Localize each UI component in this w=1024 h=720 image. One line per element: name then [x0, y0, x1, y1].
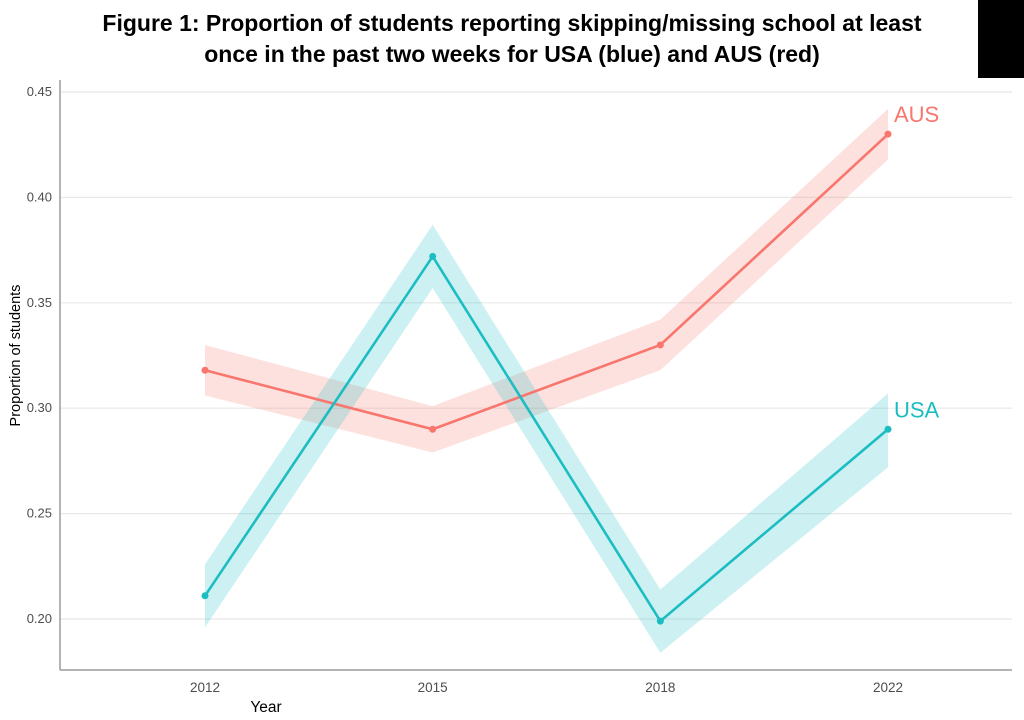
series-line-usa — [203, 255, 890, 623]
figure-title: Figure 1: Proportion of students reporti… — [0, 8, 1024, 70]
chart-canvas: 0.20 0.25 0.30 0.35 0.40 0.45 AUS USA 2012 2015 20… — [8, 80, 1012, 716]
figure-title-line2: once in the past two weeks for USA (blue… — [204, 41, 820, 67]
y-tick-label: 0.35 — [27, 295, 52, 310]
y-tick-label: 0.20 — [27, 611, 52, 626]
data-point-aus — [656, 341, 664, 349]
data-point-aus — [429, 425, 437, 433]
y-tick-label: 0.30 — [27, 400, 52, 415]
y-tick-label: 0.25 — [27, 506, 52, 521]
x-axis-title: Year — [250, 699, 281, 716]
black-redaction-box — [978, 0, 1024, 78]
y-tick-label: 0.45 — [27, 84, 52, 99]
y-tick-label: 0.40 — [27, 189, 52, 204]
x-tick-label: 2022 — [873, 680, 903, 695]
y-axis-title: Proportion of students — [8, 285, 24, 427]
data-point-usa — [884, 425, 892, 433]
series-label-usa: USA — [894, 397, 940, 422]
x-tick-label: 2015 — [418, 680, 448, 695]
confidence-band-aus — [205, 108, 888, 453]
data-point-usa — [656, 617, 664, 625]
data-point-usa — [201, 592, 209, 600]
series-label-aus: AUS — [894, 102, 939, 127]
x-tick-label: 2012 — [190, 680, 220, 695]
data-point-aus — [201, 366, 209, 374]
x-tick-label: 2018 — [645, 680, 675, 695]
data-point-usa — [429, 252, 437, 260]
series-line-aus — [203, 132, 890, 431]
data-point-aus — [884, 130, 892, 138]
figure-title-line1: Figure 1: Proportion of students reporti… — [102, 10, 922, 36]
